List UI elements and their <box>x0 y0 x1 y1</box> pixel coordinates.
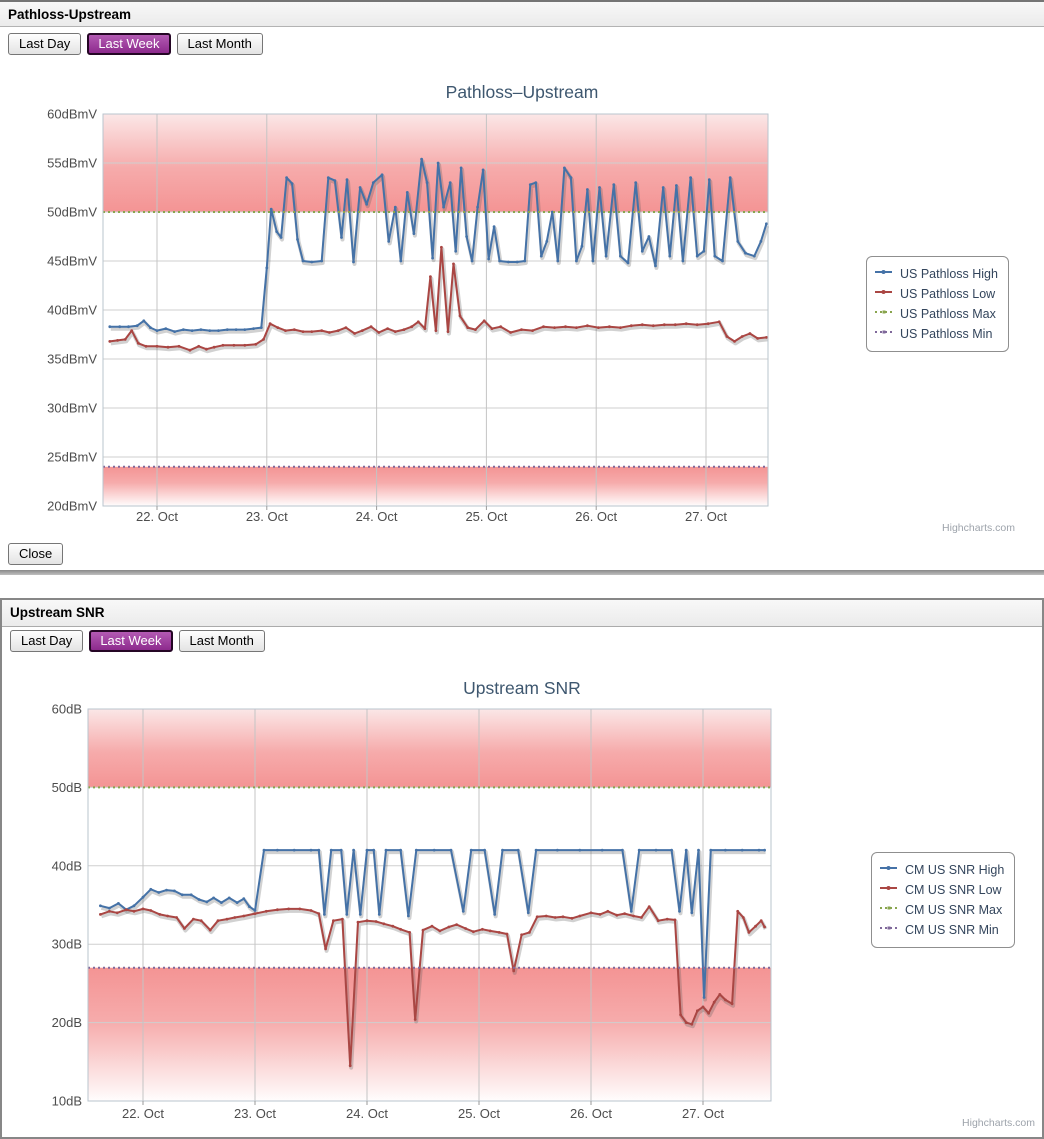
legend-item-label: US Pathloss Low <box>900 287 996 301</box>
svg-text:35dBmV: 35dBmV <box>47 352 97 367</box>
chart2-plot-area: 22. Oct 23. Oct 24. Oct 25. Oct 26. Oct 27. O… <box>52 702 772 1121</box>
panel2-range-buttons: Last Day Last Week Last Month <box>10 630 265 652</box>
legend-item[interactable]: US Pathloss High <box>875 264 998 284</box>
panel2-last-week-button[interactable]: Last Week <box>89 630 173 652</box>
chart2-legend: CM US SNR High CM US SNR Low CM US SNR Max… <box>871 852 1016 948</box>
legend-item-label: CM US SNR Low <box>905 883 1002 897</box>
legend-item[interactable]: US Pathloss Min <box>875 324 998 344</box>
legend-item-label: CM US SNR High <box>905 863 1005 877</box>
svg-text:22. Oct: 22. Oct <box>136 509 178 524</box>
panel1-range-buttons: Last Day Last Week Last Month <box>8 33 263 55</box>
dotted-line-symbol-icon <box>880 901 900 919</box>
dotted-line-symbol-icon <box>875 325 895 343</box>
svg-text:25dBmV: 25dBmV <box>47 450 97 465</box>
svg-text:22. Oct: 22. Oct <box>122 1106 164 1121</box>
chart2-title: Upstream SNR <box>463 678 581 698</box>
legend-item-label: CM US SNR Max <box>905 903 1003 917</box>
chart2-credits-link[interactable]: Highcharts.com <box>962 1117 1035 1129</box>
svg-text:20dBmV: 20dBmV <box>47 499 97 514</box>
svg-text:24. Oct: 24. Oct <box>356 509 398 524</box>
legend-item-label: US Pathloss High <box>900 267 998 281</box>
svg-text:55dBmV: 55dBmV <box>47 156 97 171</box>
dotted-line-symbol-icon <box>880 921 900 939</box>
svg-text:24. Oct: 24. Oct <box>346 1106 388 1121</box>
panel1-header: Pathloss-Upstream <box>0 0 1044 27</box>
chart1-legend: US Pathloss High US Pathloss Low US Pathlo… <box>866 256 1009 352</box>
panel2-header: Upstream SNR <box>2 600 1042 627</box>
legend-item-label: US Pathloss Max <box>900 307 996 321</box>
line-symbol-icon <box>880 861 900 879</box>
svg-text:25. Oct: 25. Oct <box>465 509 507 524</box>
legend-item-label: CM US SNR Min <box>905 923 999 937</box>
legend-item-label: US Pathloss Min <box>900 327 993 341</box>
legend-item[interactable]: CM US SNR High <box>880 860 1004 880</box>
legend-item[interactable]: CM US SNR Min <box>880 920 1004 940</box>
panel1-last-week-button[interactable]: Last Week <box>87 33 171 55</box>
svg-text:23. Oct: 23. Oct <box>234 1106 276 1121</box>
svg-text:30dB: 30dB <box>52 937 82 952</box>
panel2-last-month-button[interactable]: Last Month <box>178 630 265 652</box>
panel2-header-title: Upstream SNR <box>10 605 105 620</box>
svg-text:20dB: 20dB <box>52 1015 82 1030</box>
svg-text:23. Oct: 23. Oct <box>246 509 288 524</box>
svg-text:25. Oct: 25. Oct <box>458 1106 500 1121</box>
chart1-title: Pathloss–Upstream <box>445 82 599 102</box>
line-symbol-icon <box>875 265 895 283</box>
legend-item[interactable]: CM US SNR Max <box>880 900 1004 920</box>
svg-text:27. Oct: 27. Oct <box>682 1106 724 1121</box>
svg-text:50dB: 50dB <box>52 780 82 795</box>
svg-text:40dBmV: 40dBmV <box>47 303 97 318</box>
chart1-plot-area: 22. Oct 23. Oct 24. Oct 25. Oct 26. Oct 27. O… <box>47 107 769 524</box>
line-symbol-icon <box>880 881 900 899</box>
legend-item[interactable]: CM US SNR Low <box>880 880 1004 900</box>
line-symbol-icon <box>875 285 895 303</box>
panel1-header-title: Pathloss-Upstream <box>8 7 132 22</box>
panel-divider <box>0 570 1044 575</box>
svg-text:50dBmV: 50dBmV <box>47 205 97 220</box>
svg-text:60dBmV: 60dBmV <box>47 107 97 122</box>
svg-text:60dB: 60dB <box>52 702 82 717</box>
dotted-line-symbol-icon <box>875 305 895 323</box>
svg-text:10dB: 10dB <box>52 1094 82 1109</box>
panel2-last-day-button[interactable]: Last Day <box>10 630 84 652</box>
legend-item[interactable]: US Pathloss Max <box>875 304 998 324</box>
svg-text:27. Oct: 27. Oct <box>685 509 727 524</box>
svg-text:26. Oct: 26. Oct <box>575 509 617 524</box>
chart1-credits-link[interactable]: Highcharts.com <box>942 522 1015 534</box>
svg-text:45dBmV: 45dBmV <box>47 254 97 269</box>
close-button[interactable]: Close <box>8 543 64 565</box>
legend-item[interactable]: US Pathloss Low <box>875 284 998 304</box>
panel1-last-day-button[interactable]: Last Day <box>8 33 82 55</box>
panel1-last-month-button[interactable]: Last Month <box>176 33 263 55</box>
svg-text:40dB: 40dB <box>52 858 82 873</box>
svg-text:30dBmV: 30dBmV <box>47 401 97 416</box>
svg-text:26. Oct: 26. Oct <box>570 1106 612 1121</box>
